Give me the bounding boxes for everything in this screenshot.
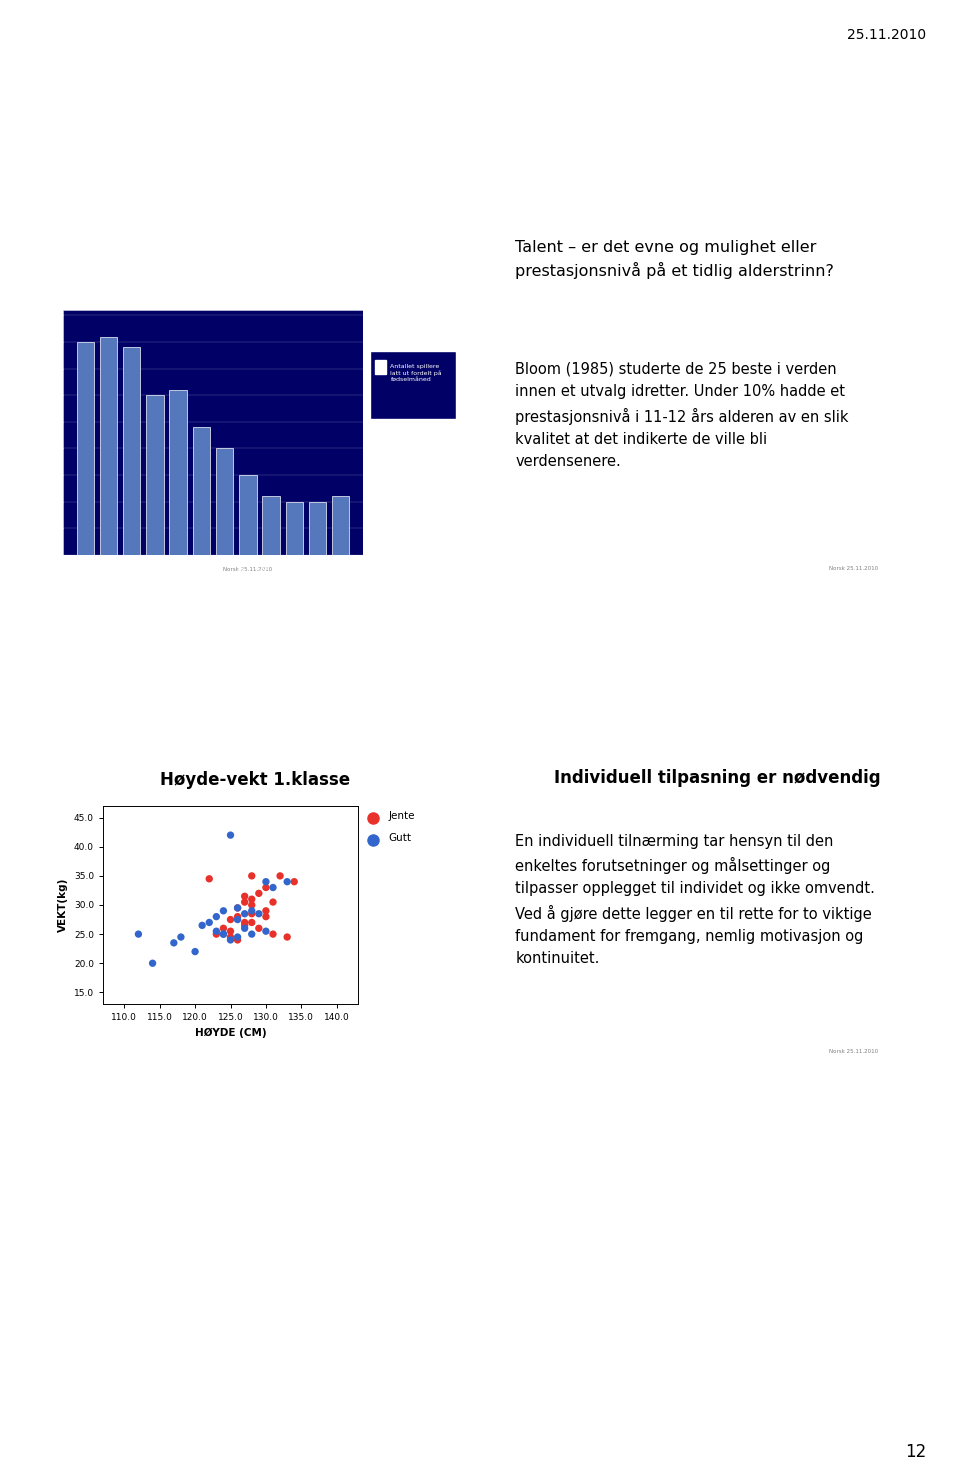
Point (252, 917, 267, 941)
Text: Norsk 25.11.2010: Norsk 25.11.2010 (224, 566, 273, 572)
Point (258, 905, 274, 929)
Bar (309, 501, 326, 555)
Text: Talent – er det evne og mulighet eller
prestasjonsnivå på et tidlig alderstrinn?: Talent – er det evne og mulighet eller p… (516, 240, 834, 278)
Point (223, 824, 238, 847)
Point (252, 881, 267, 905)
Text: 12: 12 (905, 1444, 926, 1461)
Point (237, 914, 252, 938)
Text: Antallet spillere
latt ut fordelt på
fødselmåned: Antallet spillere latt ut fordelt på fød… (391, 364, 443, 382)
Point (279, 870, 295, 893)
Point (223, 929, 238, 952)
Point (273, 864, 288, 887)
Point (252, 902, 267, 926)
Point (223, 920, 238, 944)
Point (258, 920, 274, 944)
Text: Bloom (1985) studerte de 25 beste i verden
innen et utvalg idretter. Under 10% h: Bloom (1985) studerte de 25 beste i verd… (516, 362, 849, 469)
Point (208, 923, 224, 947)
Bar (146, 395, 163, 555)
Point (208, 920, 224, 944)
Bar (285, 501, 303, 555)
Point (131, 923, 146, 947)
Point (166, 930, 181, 954)
Y-axis label: VEKT(kg): VEKT(kg) (59, 879, 68, 932)
Point (258, 876, 274, 899)
Point (287, 870, 302, 893)
Point (229, 905, 245, 929)
Point (216, 917, 231, 941)
Point (187, 939, 203, 963)
Point (229, 896, 245, 920)
Bar (193, 427, 210, 555)
Point (244, 911, 259, 935)
Text: Gutt: Gutt (389, 833, 412, 843)
Text: Høyde-vekt 1.klasse: Høyde-vekt 1.klasse (160, 771, 350, 788)
Point (237, 902, 252, 926)
Point (244, 864, 259, 887)
Text: Norsk 25.11.2010: Norsk 25.11.2010 (829, 566, 878, 571)
Point (265, 923, 280, 947)
Point (244, 887, 259, 911)
Point (202, 867, 217, 890)
Bar (216, 448, 233, 555)
Text: 25.11.2010: 25.11.2010 (848, 28, 926, 41)
Point (208, 905, 224, 929)
Point (244, 893, 259, 917)
FancyBboxPatch shape (370, 352, 456, 419)
Point (202, 911, 217, 935)
Bar (375, 361, 386, 374)
Point (229, 908, 245, 932)
Point (237, 911, 252, 935)
Point (244, 902, 259, 926)
Text: Jente: Jente (389, 810, 415, 821)
Point (258, 899, 274, 923)
Point (265, 876, 280, 899)
Point (216, 899, 231, 923)
Text: En individuell tilnærming tar hensyn til den
enkeltes forutsetninger og målsetti: En individuell tilnærming tar hensyn til… (516, 834, 876, 966)
Bar (77, 342, 94, 555)
Point (223, 926, 238, 950)
Bar (262, 497, 279, 555)
Point (244, 899, 259, 923)
X-axis label: HØYDE (CM): HØYDE (CM) (195, 1028, 266, 1038)
Point (229, 926, 245, 950)
Point (195, 914, 210, 938)
Point (173, 926, 188, 950)
Bar (332, 497, 349, 555)
Point (223, 908, 238, 932)
Text: Antallet spillere i 12-14 års klassen tatt ut til kretslagssamling i fotball i
e: Antallet spillere i 12-14 års klassen ta… (94, 262, 402, 284)
Text: Norsk 25.11.2010: Norsk 25.11.2010 (829, 1049, 878, 1055)
Point (229, 929, 245, 952)
Point (145, 951, 160, 975)
Point (237, 884, 252, 908)
Bar (170, 390, 187, 555)
Point (265, 890, 280, 914)
Point (216, 923, 231, 947)
Point (279, 926, 295, 950)
Bar (100, 337, 117, 555)
Text: Individuell tilpasning er nødvendig: Individuell tilpasning er nødvendig (554, 769, 880, 787)
Point (258, 870, 274, 893)
Point (229, 896, 245, 920)
Bar (123, 348, 140, 555)
Point (216, 923, 231, 947)
Point (237, 890, 252, 914)
Bar (239, 475, 256, 555)
Point (237, 917, 252, 941)
Point (244, 923, 259, 947)
